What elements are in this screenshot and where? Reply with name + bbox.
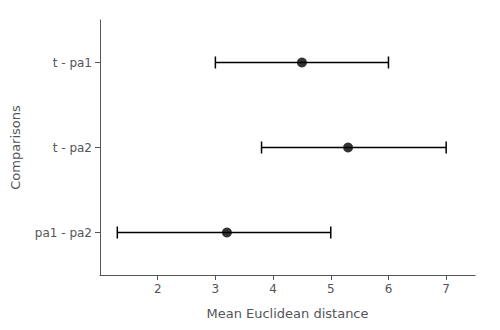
svg-text:t - pa2: t - pa2 bbox=[53, 141, 92, 155]
svg-text:5: 5 bbox=[327, 282, 335, 296]
svg-text:Mean Euclidean distance: Mean Euclidean distance bbox=[206, 306, 368, 321]
svg-text:3: 3 bbox=[212, 282, 220, 296]
svg-text:pa1 - pa2: pa1 - pa2 bbox=[35, 226, 92, 240]
svg-text:4: 4 bbox=[269, 282, 277, 296]
svg-text:Comparisons: Comparisons bbox=[8, 105, 23, 190]
svg-text:2: 2 bbox=[154, 282, 162, 296]
svg-text:7: 7 bbox=[442, 282, 450, 296]
svg-text:6: 6 bbox=[385, 282, 393, 296]
svg-text:t - pa1: t - pa1 bbox=[53, 56, 92, 70]
